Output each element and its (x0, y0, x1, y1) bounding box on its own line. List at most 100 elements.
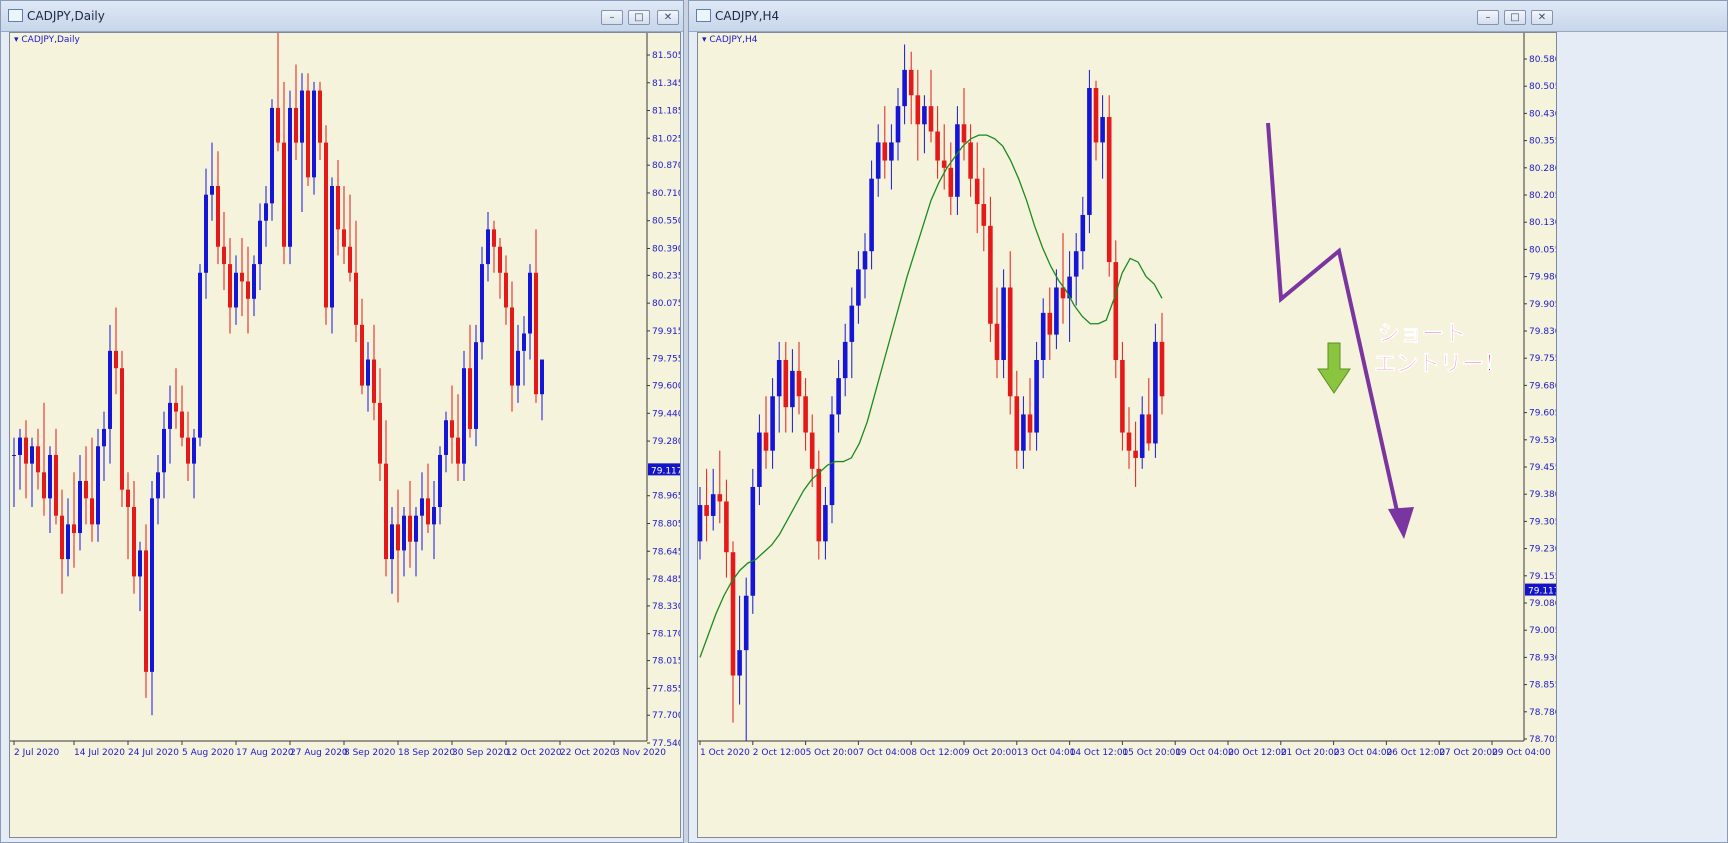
candle-body (390, 524, 394, 560)
y-tick-label: 78.645 (652, 547, 680, 557)
x-tick-label: 8 Oct 12:00 (911, 748, 964, 758)
candle-body (492, 229, 496, 247)
candle-body (90, 498, 94, 525)
candle-body (138, 550, 142, 577)
candle-body (372, 359, 376, 403)
y-tick-label: 79.915 (652, 327, 680, 337)
candle-body (240, 272, 244, 282)
candle-body (869, 178, 874, 252)
candle-body (842, 341, 848, 379)
y-tick-label: 79.155 (1529, 572, 1556, 582)
candle-body (988, 225, 993, 324)
candle-body (48, 454, 52, 499)
candle-body (935, 131, 940, 161)
candle-body (534, 272, 538, 395)
candle-body (889, 142, 894, 161)
window-titlebar[interactable]: CADJPY,H4 – □ ✕ (689, 1, 1727, 32)
candle-body (882, 142, 888, 161)
candle-body (450, 420, 454, 438)
candle-body (856, 269, 861, 306)
candle-body (72, 524, 76, 534)
candle-body (396, 524, 400, 551)
candle-body (336, 186, 340, 230)
candle-body (829, 414, 835, 506)
y-tick-label: 77.700 (652, 711, 680, 721)
candle-body (528, 272, 532, 334)
candle-body (144, 550, 148, 672)
window-titlebar[interactable]: CADJPY,Daily – □ ✕ (1, 1, 683, 32)
x-tick-label: 1 Oct 2020 (700, 748, 750, 758)
symbol-label: ▾ CADJPY,Daily (14, 35, 80, 45)
y-tick-label: 80.235 (652, 271, 680, 281)
candle-body (180, 411, 184, 438)
candle-body (1113, 262, 1119, 361)
candle-body (948, 167, 954, 197)
candle-body (803, 396, 808, 433)
close-icon[interactable]: ✕ (657, 10, 679, 25)
y-tick-label: 78.485 (652, 575, 680, 585)
candle-body (414, 515, 418, 542)
x-tick-label: 14 Jul 2020 (74, 748, 125, 758)
x-tick-label: 2 Oct 12:00 (753, 748, 806, 758)
close-icon[interactable]: ✕ (1531, 10, 1553, 25)
candlestick-chart-h4[interactable]: 80.580 80.505 80.430 80.355 80.280 80.205 80.1… (698, 33, 1556, 837)
x-tick-label: 23 Oct 04:00 (1334, 748, 1393, 758)
candle-body (928, 106, 934, 132)
y-tick-label: 78.965 (652, 492, 680, 502)
symbol-label-text: CADJPY,Daily (21, 35, 80, 45)
candle-body (324, 142, 328, 308)
candle-body (294, 107, 298, 143)
candle-body (480, 264, 484, 343)
y-tick-label: 80.280 (1529, 164, 1556, 174)
candle-body (1159, 341, 1165, 397)
candle-body (18, 437, 22, 455)
candle-body (757, 432, 762, 487)
candle-body (1021, 414, 1026, 451)
candle-body (1087, 88, 1092, 215)
candle-body (710, 494, 716, 516)
y-tick-label: 80.390 (652, 244, 680, 254)
maximize-icon[interactable]: □ (1504, 10, 1526, 25)
y-tick-label: 81.505 (652, 51, 680, 61)
y-tick-label: 80.205 (1529, 191, 1556, 201)
minimize-icon[interactable]: – (1477, 10, 1499, 25)
candle-body (849, 305, 855, 342)
x-tick-label: 21 Oct 20:00 (1281, 748, 1340, 758)
candle-body (132, 507, 136, 577)
candle-body (312, 90, 316, 178)
candle-body (168, 402, 172, 429)
x-tick-label: 20 Oct 12:00 (1228, 748, 1287, 758)
candle-body (78, 480, 82, 534)
candle-body (1120, 360, 1125, 433)
y-tick-label: 80.580 (1529, 55, 1556, 65)
candle-body (981, 204, 987, 226)
candle-body (426, 498, 430, 525)
chart-area-daily[interactable]: ▾ CADJPY,Daily 81.50581.34581.18581.0258… (9, 32, 681, 838)
chart-area-h4[interactable]: ▾ CADJPY,H4 80.580 80.505 80.430 80.355 80.2… (697, 32, 1557, 838)
current-price-label: 79.117 (651, 466, 680, 476)
maximize-icon[interactable]: □ (628, 10, 650, 25)
candle-body (1034, 360, 1039, 433)
y-tick-label: 78.930 (1529, 653, 1556, 663)
y-tick-label: 79.755 (1529, 354, 1556, 364)
candle-body (540, 359, 544, 395)
y-tick-label: 79.280 (652, 437, 680, 447)
candle-body (776, 360, 782, 397)
y-tick-label: 80.075 (652, 299, 680, 309)
y-tick-label: 80.505 (1529, 82, 1556, 92)
minimize-icon[interactable]: – (601, 10, 623, 25)
candlestick-chart-daily[interactable]: 81.505 81.345 81.185 81.025 80.870 80.710 80.5… (10, 33, 680, 837)
y-tick-label: 78.170 (652, 630, 680, 640)
y-tick-label: 79.440 (652, 409, 680, 419)
candle-body (763, 432, 769, 451)
candle-body (783, 360, 789, 408)
candle-body (378, 402, 382, 464)
candle-body (974, 178, 980, 205)
current-price-label: 79.117 (1528, 587, 1556, 597)
y-tick-label: 77.540 (652, 739, 680, 749)
candle-body (126, 489, 130, 508)
candle-body (228, 264, 232, 308)
symbol-label: ▾ CADJPY,H4 (702, 35, 758, 45)
x-tick-label: 2 Jul 2020 (14, 748, 59, 758)
candle-body (1001, 287, 1006, 361)
